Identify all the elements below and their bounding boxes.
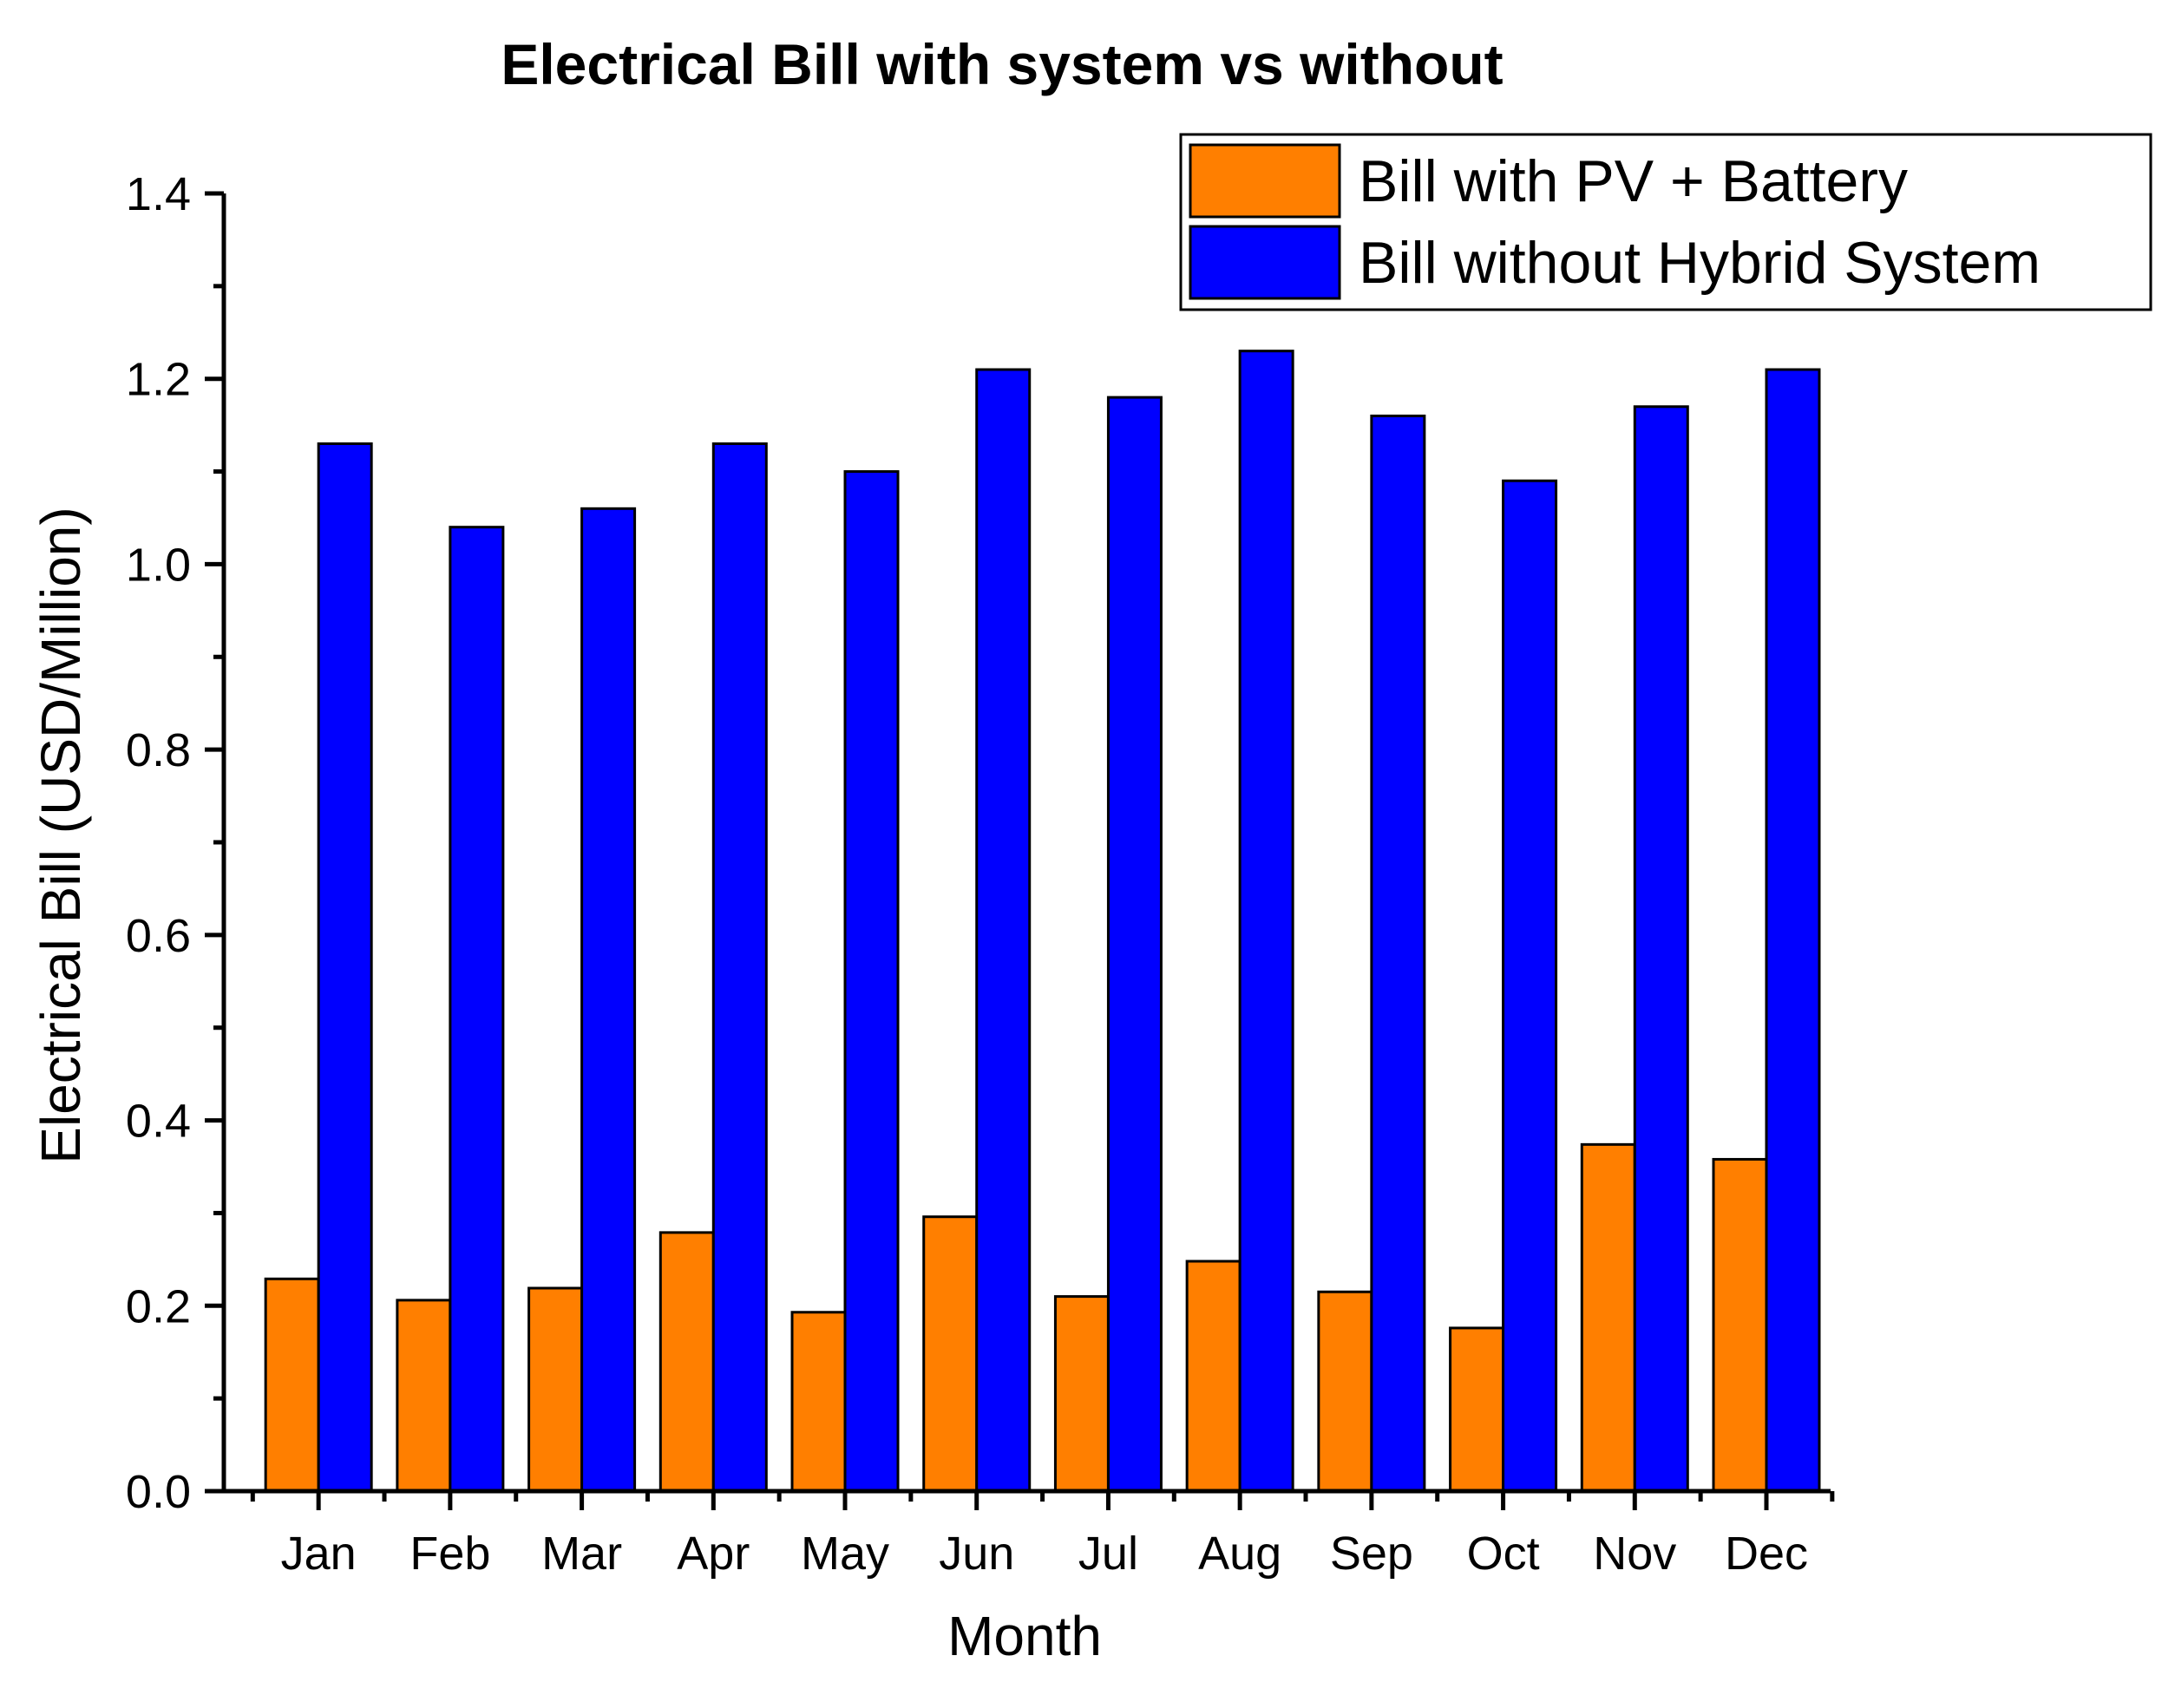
bar-without-hybrid-jan bbox=[317, 442, 373, 1493]
legend-label-without-hybrid: Bill without Hybrid System bbox=[1359, 230, 2041, 296]
bar-without-hybrid-may bbox=[843, 470, 900, 1493]
x-tick-label-sep: Sep bbox=[1330, 1528, 1413, 1580]
bar-without-hybrid-dec bbox=[1765, 368, 1821, 1493]
y-tick-label: 0.2 bbox=[126, 1280, 191, 1332]
x-axis-label: Month bbox=[947, 1605, 1102, 1667]
bar-with-pv-battery-jan bbox=[264, 1277, 320, 1493]
x-tick-label-dec: Dec bbox=[1725, 1528, 1808, 1580]
y-tick-label: 1.4 bbox=[126, 168, 191, 220]
bar-without-hybrid-jun bbox=[975, 368, 1032, 1493]
legend-box bbox=[1179, 133, 2152, 311]
x-tick-label-nov: Nov bbox=[1593, 1528, 1676, 1580]
x-tick-label-apr: Apr bbox=[677, 1528, 750, 1580]
bar-with-pv-battery-feb bbox=[396, 1299, 452, 1493]
bar-without-hybrid-feb bbox=[449, 526, 505, 1493]
bar-without-hybrid-sep bbox=[1370, 414, 1426, 1493]
bar-with-pv-battery-sep bbox=[1317, 1290, 1373, 1493]
y-axis-label: Electrical Bill (USD/Million) bbox=[29, 507, 92, 1163]
y-tick-label: 0.0 bbox=[126, 1466, 191, 1518]
bar-with-pv-battery-aug bbox=[1185, 1260, 1242, 1493]
x-tick-label-feb: Feb bbox=[409, 1528, 490, 1580]
x-tick-label-jun: Jun bbox=[939, 1528, 1014, 1580]
legend-swatch-with-pv-battery bbox=[1189, 143, 1341, 219]
bars-layer bbox=[264, 350, 1821, 1493]
x-tick-label-jan: Jan bbox=[281, 1528, 357, 1580]
chart-title: Electrical Bill with system vs without bbox=[501, 32, 1503, 96]
bar-with-pv-battery-jul bbox=[1053, 1295, 1110, 1493]
y-tick-label: 0.8 bbox=[126, 724, 191, 776]
bar-with-pv-battery-oct bbox=[1449, 1326, 1505, 1493]
bar-without-hybrid-jul bbox=[1106, 396, 1163, 1493]
bar-without-hybrid-aug bbox=[1238, 350, 1294, 1493]
bar-with-pv-battery-nov bbox=[1580, 1142, 1636, 1493]
legend: Bill with PV + Battery Bill without Hybri… bbox=[1179, 133, 2152, 311]
bar-without-hybrid-nov bbox=[1633, 405, 1689, 1493]
bar-without-hybrid-oct bbox=[1502, 479, 1558, 1493]
bar-with-pv-battery-apr bbox=[658, 1231, 715, 1493]
bar-with-pv-battery-may bbox=[790, 1311, 847, 1493]
y-tick-label: 0.6 bbox=[126, 910, 191, 962]
x-tick-label-aug: Aug bbox=[1198, 1528, 1281, 1580]
legend-swatch-without-hybrid bbox=[1189, 225, 1341, 300]
x-tick-label-oct: Oct bbox=[1467, 1528, 1540, 1580]
y-tick-label: 1.0 bbox=[126, 539, 191, 591]
x-tick-label-may: May bbox=[801, 1528, 889, 1580]
bar-with-pv-battery-mar bbox=[527, 1286, 584, 1493]
bar-without-hybrid-apr bbox=[711, 442, 768, 1493]
legend-label-with-pv-battery: Bill with PV + Battery bbox=[1359, 148, 1908, 214]
bar-without-hybrid-mar bbox=[580, 507, 637, 1493]
y-tick-label: 0.4 bbox=[126, 1096, 191, 1148]
bar-with-pv-battery-dec bbox=[1712, 1157, 1768, 1493]
y-tick-label: 1.2 bbox=[126, 354, 191, 406]
x-tick-label-mar: Mar bbox=[541, 1528, 622, 1580]
x-tick-label-jul: Jul bbox=[1078, 1528, 1138, 1580]
bar-with-pv-battery-jun bbox=[922, 1215, 979, 1493]
axes-layer: 0.0 0.2 0.4 0.6 0.8 1.0 1.2 1.4 Jan Feb Mar Apr May J… bbox=[126, 168, 1835, 1580]
